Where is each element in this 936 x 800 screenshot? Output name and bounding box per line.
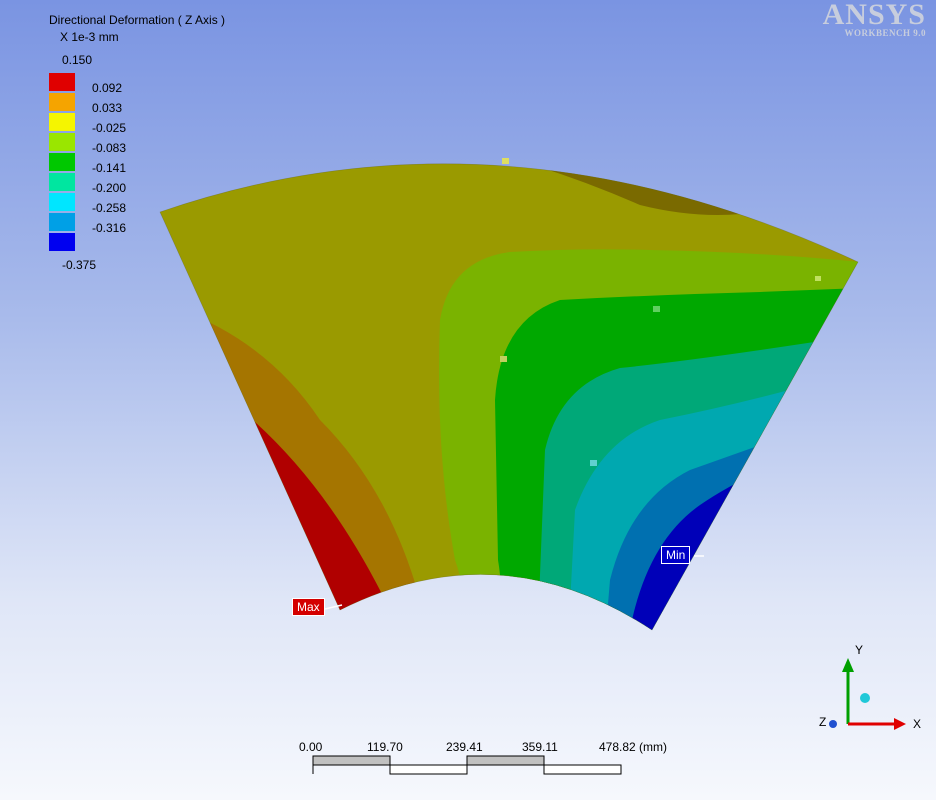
legend-value-7: -0.258 [92,201,127,215]
ansys-brand: ANSYS [822,0,926,31]
legend-swatch-9 [49,233,75,251]
scale-tick-4: 478.82 (mm) [599,740,668,754]
scale-tick-0: 0.00 [299,740,323,754]
axis-triad[interactable]: Y X Z [810,640,930,740]
max-probe-label: Max [292,598,325,616]
scale-bar [312,755,622,775]
legend-swatch-2 [49,93,75,111]
legend-value-8: -0.316 [92,221,127,235]
z-axis-dot [829,720,837,728]
scale-tick-2: 239.41 [446,740,483,754]
legend-units: X 1e-3 mm [60,30,119,44]
node-marker [500,356,507,362]
node-marker [653,306,660,312]
legend-swatch-6 [49,173,75,191]
legend-swatch-8 [49,213,75,231]
z-axis-label: Z [819,715,826,729]
legend-swatch-5 [49,153,75,171]
legend-title: Directional Deformation ( Z Axis ) [49,13,226,27]
y-axis-arrow [842,658,854,672]
legend-swatch-3 [49,113,75,131]
scale-tick-3: 359.11 [522,740,558,754]
min-probe-label: Min [661,546,691,564]
ansys-logo: ANSYS WORKBENCH 9.0 [823,0,926,38]
x-axis-arrow [894,718,906,730]
legend-value-6: -0.200 [92,181,127,195]
y-axis-label: Y [855,643,863,657]
x-axis-label: X [913,717,921,731]
node-marker [590,460,597,466]
view-ball-icon [860,693,870,703]
node-marker [815,276,821,281]
scale-tick-1: 119.70 [367,740,403,754]
legend-max-value: 0.150 [62,53,93,67]
node-marker [502,158,509,164]
legend-value-1: 0.092 [92,81,123,95]
legend-swatch-4 [49,133,75,151]
ansys-product: WORKBENCH 9.0 [844,28,926,38]
legend-value-4: -0.083 [92,141,127,155]
legend-swatch-1 [49,73,75,91]
legend-value-5: -0.141 [92,161,127,175]
legend-swatch-7 [49,193,75,211]
legend-min-value: -0.375 [62,258,97,272]
legend-value-2: 0.033 [92,101,123,115]
legend-value-3: -0.025 [92,121,127,135]
